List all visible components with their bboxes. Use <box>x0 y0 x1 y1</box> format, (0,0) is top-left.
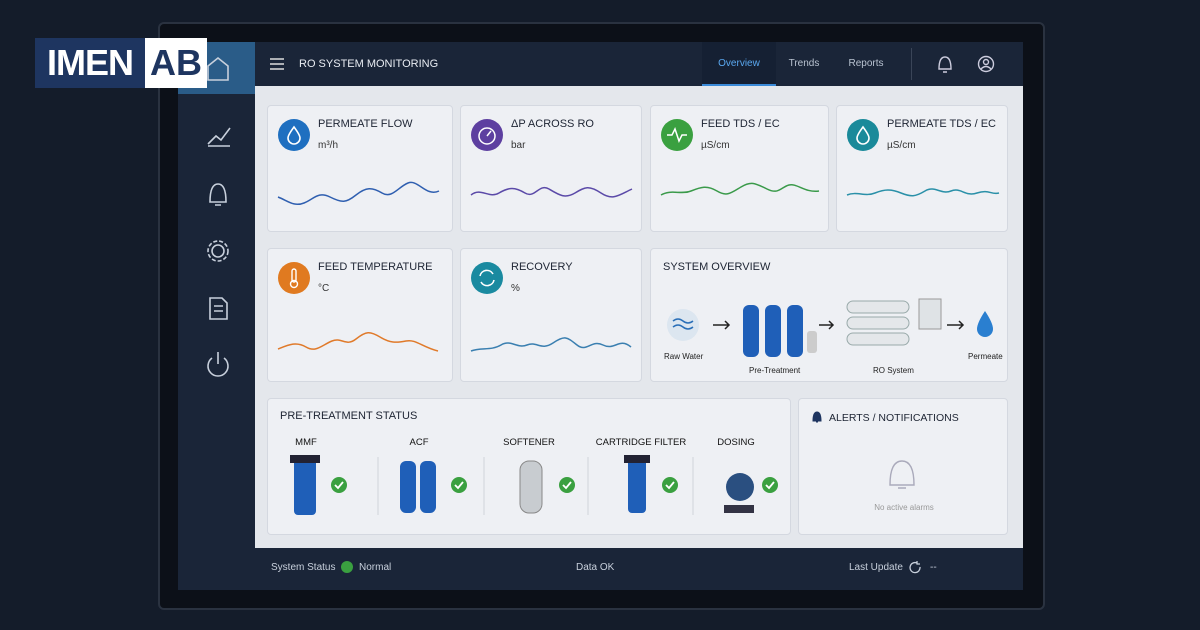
sparkline <box>470 186 633 198</box>
sparkline <box>470 337 632 352</box>
metric-icon <box>661 119 693 151</box>
status-label: System Status <box>271 562 336 573</box>
system-overview: SYSTEM OVERVIEW Raw Water Pre-Treatment … <box>650 248 1008 382</box>
tab[interactable]: Trends <box>788 58 820 69</box>
equipment-label: CARTRIDGE FILTER <box>595 437 687 448</box>
menu-icon[interactable] <box>270 58 284 70</box>
process-diagram <box>667 298 993 357</box>
sidebar <box>178 42 255 590</box>
divider <box>911 48 912 80</box>
metric-card[interactable]: ΔP ACROSS RO bar <box>460 105 642 232</box>
update-label: Last Update <box>849 562 903 573</box>
metric-icon <box>847 119 879 151</box>
metric-card[interactable]: RECOVERY % <box>460 248 642 382</box>
settings-icon[interactable] <box>211 244 225 258</box>
stage-label: Pre-Treatment <box>749 366 801 375</box>
stage-label: RO System <box>873 366 914 375</box>
notification-icon[interactable] <box>938 56 952 73</box>
metric-unit: bar <box>511 140 526 151</box>
metric-card[interactable]: PERMEATE TDS / EC µS/cm <box>836 105 1008 232</box>
logo-right: AB <box>145 38 207 88</box>
metric-card[interactable]: FEED TEMPERATURE °C <box>267 248 453 382</box>
panel-title: PRE-TREATMENT STATUS <box>280 410 418 422</box>
alerts-message: No active alarms <box>874 503 934 512</box>
status-bar: System Status Normal Data OK Last Update… <box>255 548 1023 590</box>
tab[interactable]: Overview <box>702 42 776 86</box>
equipment-label: SOFTENER <box>503 437 555 448</box>
alerts-panel: ALERTS / NOTIFICATIONS No active alarms <box>798 398 1008 535</box>
equipment-label: DOSING <box>717 437 755 448</box>
stage-label: Raw Water <box>664 352 704 361</box>
user-icon[interactable] <box>977 55 995 73</box>
header-title: RO SYSTEM MONITORING <box>299 58 439 70</box>
bell-icon[interactable] <box>209 183 227 206</box>
sparkline <box>846 188 1000 197</box>
metric-card[interactable]: FEED TDS / EC µS/cm <box>650 105 829 232</box>
panel-title: ALERTS / NOTIFICATIONS <box>829 412 959 424</box>
data-status: Data OK <box>576 562 615 573</box>
metric-unit: µS/cm <box>887 140 916 151</box>
equipment-label: MMF <box>295 437 317 448</box>
report-icon[interactable] <box>209 297 228 320</box>
metric-unit: % <box>511 283 520 294</box>
sparkline <box>277 181 440 206</box>
empty-bell <box>889 460 915 489</box>
pretreatment-panel: PRE-TREATMENT STATUS MMF ACF SOFTENER CA… <box>267 398 791 535</box>
metric-icon <box>471 262 503 294</box>
metric-title: PERMEATE TDS / EC <box>887 118 997 130</box>
metric-unit: °C <box>318 283 330 294</box>
metric-icon <box>278 262 310 294</box>
sparkline <box>277 332 439 352</box>
metric-card[interactable]: PERMEATE FLOW m³/h <box>267 105 453 232</box>
update-value: -- <box>930 562 937 573</box>
power-icon[interactable] <box>207 352 229 377</box>
home-icon[interactable] <box>207 56 229 81</box>
metric-title: FEED TDS / EC <box>701 118 780 130</box>
metric-icon <box>471 119 503 151</box>
metric-title: RECOVERY <box>511 261 573 273</box>
equipment-label: ACF <box>409 437 429 448</box>
logo-left: IMEN <box>35 38 145 88</box>
metric-unit: µS/cm <box>701 140 730 151</box>
metric-title: FEED TEMPERATURE <box>318 261 433 273</box>
trend-icon[interactable] <box>207 127 231 147</box>
status-value: Normal <box>359 562 392 573</box>
metric-title: PERMEATE FLOW <box>318 118 413 130</box>
equipment-icons <box>290 455 778 515</box>
metric-unit: m³/h <box>318 140 338 151</box>
stage-label: Permeate <box>968 352 1003 361</box>
alert-icon <box>812 411 822 423</box>
sidebar-icons <box>207 56 231 377</box>
metric-title: ΔP ACROSS RO <box>511 118 594 130</box>
refresh-icon[interactable] <box>909 561 922 574</box>
header: RO SYSTEM MONITORING Overview Trends Rep… <box>255 42 1023 86</box>
header-icons <box>938 55 995 73</box>
sparkline <box>660 182 820 196</box>
status-dot <box>341 561 353 573</box>
tab[interactable]: Reports <box>848 58 884 69</box>
panel-title: SYSTEM OVERVIEW <box>663 261 771 273</box>
metric-icon <box>278 119 310 151</box>
